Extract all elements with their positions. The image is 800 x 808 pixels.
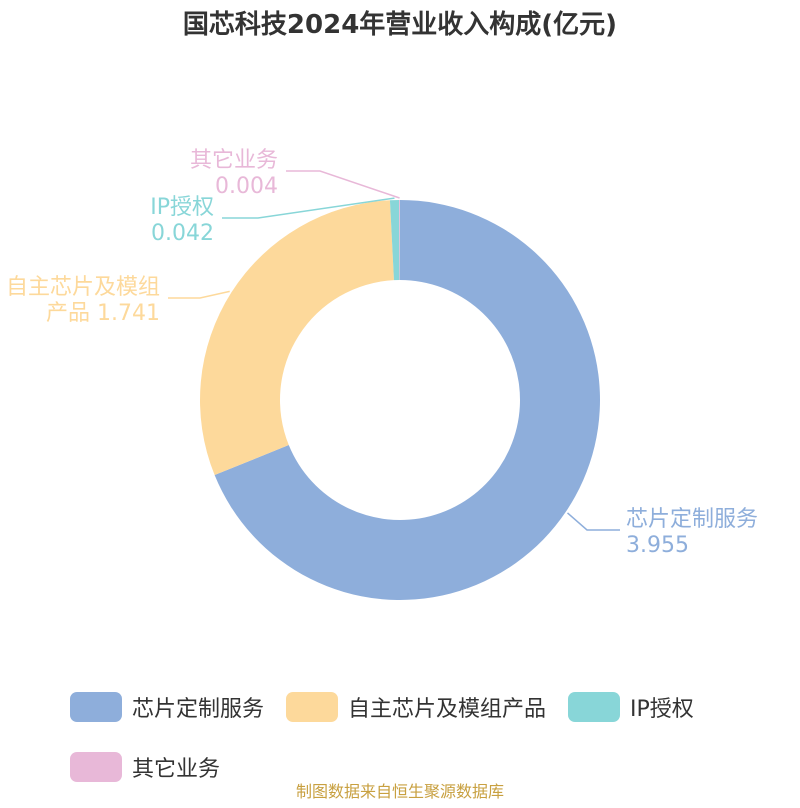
- leader-line-1: [168, 290, 230, 299]
- legend-swatch: [70, 752, 122, 782]
- leader-line-0: [567, 512, 620, 531]
- slice-2[interactable]: [389, 200, 400, 281]
- legend-label: 自主芯片及模组产品: [348, 697, 547, 722]
- legend-item-other-business[interactable]: 其它业务: [70, 751, 220, 783]
- legend-label: IP授权: [630, 697, 694, 722]
- slice-label-3: 其它业务 0.004: [190, 148, 278, 199]
- legend-swatch: [286, 692, 339, 722]
- source-note: 制图数据来自恒生聚源数据库: [295, 782, 504, 801]
- slice-label-1: 自主芯片及模组产品 1.741: [6, 275, 160, 326]
- slice-label-line: 3.955: [626, 533, 689, 558]
- slice-label-line: 自主芯片及模组: [6, 275, 160, 300]
- legend-item-chip-custom-service[interactable]: 芯片定制服务: [70, 691, 264, 723]
- legend-item-ip-license[interactable]: IP授权: [568, 691, 694, 723]
- slice-label-line: 0.042: [151, 221, 214, 246]
- slice-label-line: 芯片定制服务: [626, 507, 758, 532]
- legend-item-own-chip-module[interactable]: 自主芯片及模组产品: [286, 691, 546, 723]
- chart-title: 国芯科技2024年营业收入构成(亿元): [182, 10, 618, 40]
- slice-0[interactable]: [214, 200, 600, 600]
- slice-label-line: IP授权: [150, 195, 214, 220]
- slice-label-2: IP授权 0.042: [150, 195, 214, 246]
- leader-line-2: [222, 197, 395, 219]
- slice-label-0: 芯片定制服务 3.955: [626, 507, 758, 558]
- legend: 芯片定制服务 自主芯片及模组产品 IP授权 其它业务: [70, 688, 770, 808]
- legend-swatch: [568, 692, 621, 722]
- slice-label-line: 其它业务: [190, 148, 278, 173]
- slice-1[interactable]: [199, 200, 394, 476]
- leader-line-3: [286, 170, 400, 199]
- legend-swatch: [70, 692, 122, 722]
- legend-label: 芯片定制服务: [132, 697, 265, 722]
- legend-label: 其它业务: [132, 757, 221, 782]
- slice-label-line: 0.004: [215, 174, 278, 199]
- slice-3[interactable]: [399, 200, 400, 281]
- slice-label-line: 产品 1.741: [46, 301, 160, 326]
